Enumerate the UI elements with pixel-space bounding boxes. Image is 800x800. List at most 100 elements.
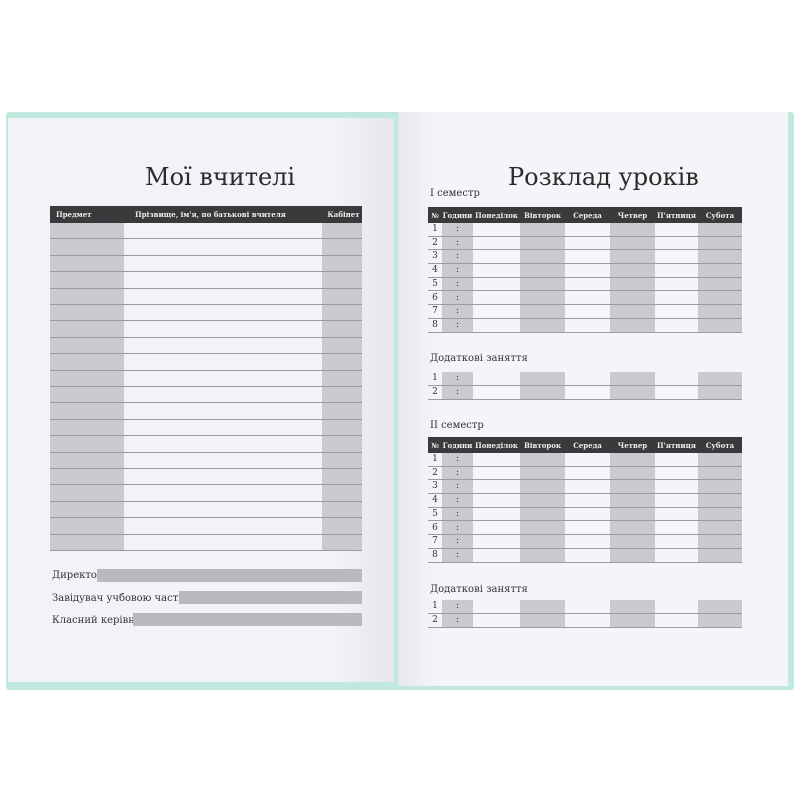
lesson-row[interactable]: 5: (428, 278, 742, 292)
class-teacher-field[interactable] (133, 613, 362, 626)
lesson-row[interactable]: 7: (428, 305, 742, 319)
lesson-number: 7 (432, 306, 438, 317)
header-cell: Субота (705, 440, 735, 450)
lesson-number: 6 (432, 522, 438, 533)
lesson-number: 2 (432, 467, 438, 478)
lesson-row[interactable]: 7: (428, 535, 742, 549)
semester-2-table-header: № Години Понеділок Вівторок Середа Четвер П'ят… (428, 437, 742, 453)
time-field[interactable]: : (455, 454, 460, 464)
time-field[interactable]: : (455, 549, 460, 560)
teacher-row[interactable] (50, 271, 362, 273)
time-field[interactable]: : (455, 292, 460, 303)
time-field[interactable]: : (455, 265, 460, 276)
header-cell: Години (442, 440, 473, 450)
teachers-table (50, 223, 362, 551)
teacher-row[interactable] (50, 418, 362, 420)
teacher-row[interactable] (50, 435, 362, 437)
time-field[interactable]: : (455, 387, 460, 397)
lesson-row[interactable]: 4: (428, 264, 742, 278)
teacher-row[interactable] (50, 320, 362, 322)
teachers-table-header: Предмет Прізвище, ім'я, по батькові вчит… (50, 206, 362, 223)
lesson-number: 1 (432, 601, 438, 611)
time-field[interactable]: : (455, 601, 460, 611)
teacher-row[interactable] (50, 238, 362, 240)
lesson-row[interactable]: 8: (428, 319, 742, 333)
lesson-number: 1 (432, 224, 438, 234)
lesson-row[interactable]: 1: (428, 600, 742, 614)
lesson-number: 8 (432, 549, 438, 560)
teacher-row[interactable] (50, 386, 362, 387)
time-field[interactable]: : (455, 224, 460, 234)
time-field[interactable]: : (455, 508, 460, 519)
teacher-row[interactable] (50, 468, 362, 469)
teacher-row[interactable] (50, 336, 362, 338)
lesson-number: 5 (432, 508, 438, 519)
lesson-row[interactable]: 8: (428, 549, 742, 563)
time-field[interactable]: : (455, 467, 460, 478)
teacher-row[interactable] (50, 304, 362, 305)
teacher-row[interactable] (50, 353, 362, 355)
time-field[interactable]: : (455, 373, 460, 383)
time-field[interactable]: : (455, 306, 460, 317)
lesson-number: 5 (432, 278, 438, 289)
lesson-row[interactable]: 1: (428, 372, 742, 386)
lesson-row[interactable]: 3: (428, 480, 742, 495)
extra-1-table: 1:2: (428, 372, 742, 400)
teacher-row[interactable] (50, 402, 362, 404)
lesson-row[interactable]: 6: (428, 522, 742, 536)
lesson-row[interactable]: 5: (428, 508, 742, 522)
teacher-row[interactable] (50, 287, 362, 289)
lesson-number: 1 (432, 373, 438, 383)
lesson-row[interactable]: 6: (428, 292, 742, 306)
teacher-row[interactable] (50, 533, 362, 535)
lesson-number: 2 (432, 237, 438, 248)
time-field[interactable]: : (455, 495, 460, 506)
time-field[interactable]: : (455, 237, 460, 248)
extra-1-label: Додаткові заняття (430, 353, 528, 364)
time-field[interactable]: : (455, 522, 460, 533)
lesson-row[interactable]: 2: (428, 237, 742, 251)
lesson-row[interactable]: 2: (428, 614, 742, 628)
header-cell: Четвер (617, 210, 648, 220)
header-cell: Вівторок (523, 210, 562, 220)
lesson-row[interactable]: 2: (428, 467, 742, 481)
teachers-title: Мої вчителі (145, 163, 296, 191)
head-teacher-field[interactable] (179, 591, 362, 604)
lesson-number: 2 (432, 387, 438, 397)
head-teacher-label: Завідувач учбовою частиною (52, 593, 207, 604)
time-field[interactable]: : (455, 615, 460, 625)
header-cell: Вівторок (523, 440, 562, 450)
lesson-row[interactable]: 4: (428, 494, 742, 508)
extra-2-label: Додаткові заняття (430, 584, 528, 595)
lesson-number: 3 (432, 481, 438, 492)
lesson-number: 3 (432, 251, 438, 262)
time-field[interactable]: : (455, 319, 460, 330)
teacher-row[interactable] (50, 451, 362, 453)
header-subject: Предмет (56, 210, 92, 219)
teacher-row[interactable] (50, 254, 362, 256)
time-field[interactable]: : (455, 251, 460, 262)
lesson-number: 4 (432, 265, 438, 276)
header-cell: Середа (573, 210, 602, 220)
time-field[interactable]: : (455, 278, 460, 289)
header-cell: Середа (573, 440, 602, 450)
teacher-row[interactable] (50, 369, 362, 371)
lesson-row[interactable]: 1: (428, 223, 742, 237)
teacher-row[interactable] (50, 517, 362, 519)
lesson-row[interactable]: 2: (428, 386, 742, 400)
teacher-row[interactable] (50, 550, 362, 551)
lesson-row[interactable]: 3: (428, 250, 742, 265)
semester-1-table-header: № Години Понеділок Вівторок Середа Четвер П'ят… (428, 207, 742, 223)
teacher-row[interactable] (50, 500, 362, 502)
header-cell: Четвер (617, 440, 648, 450)
time-field[interactable]: : (455, 481, 460, 492)
semester-1-label: I семестр (430, 188, 480, 199)
header-cell: № (431, 440, 439, 450)
header-teacher-name: Прізвище, ім'я, по батькові вчителя (135, 210, 286, 219)
header-cell: Години (442, 210, 473, 220)
director-field[interactable] (97, 569, 362, 582)
lesson-row[interactable]: 1: (428, 453, 742, 467)
time-field[interactable]: : (455, 536, 460, 547)
lesson-number: 8 (432, 319, 438, 330)
teacher-row[interactable] (50, 484, 362, 486)
